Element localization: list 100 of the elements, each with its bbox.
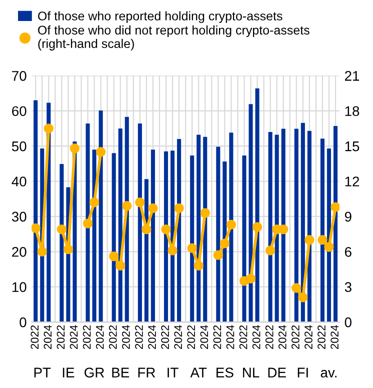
y2-tick-label: 0 — [344, 317, 352, 328]
x-tick-label: 2022 — [318, 325, 326, 349]
y-tick-label: 0 — [20, 317, 26, 328]
bar — [222, 162, 227, 322]
point — [56, 224, 67, 234]
text: BE — [112, 368, 130, 378]
y-tick-label: 20 — [12, 246, 26, 257]
bar — [333, 126, 338, 322]
bar — [268, 132, 272, 322]
text: DE — [268, 368, 286, 378]
x-tick-label: 2024 — [44, 325, 52, 349]
text: PT — [34, 368, 51, 378]
bar — [86, 124, 90, 322]
y2-tick-label: 6 — [344, 246, 352, 257]
x-tick-label: 2022 — [161, 325, 169, 349]
y-tick-label: 50 — [12, 141, 26, 152]
text: IT — [168, 368, 178, 378]
y-tick-label: 30 — [12, 212, 26, 222]
point — [292, 283, 302, 293]
bar — [320, 138, 324, 322]
bar — [164, 151, 168, 322]
bar — [34, 100, 38, 322]
point — [324, 242, 334, 252]
point — [63, 244, 74, 254]
text: av. — [320, 370, 336, 378]
y-tick-label: 70 — [12, 70, 26, 81]
bar — [60, 164, 64, 322]
text: AT — [190, 368, 207, 378]
bar — [326, 148, 332, 322]
text: IE — [62, 368, 74, 378]
x-tick-label: 2022 — [30, 325, 39, 349]
x-tick-label: 2024 — [252, 325, 260, 349]
bar — [255, 88, 260, 322]
x-tick-label: 2024 — [304, 325, 312, 349]
point — [82, 218, 93, 228]
point — [148, 203, 158, 214]
point — [330, 202, 340, 212]
point — [108, 251, 119, 262]
x-tick-label: 2024 — [96, 325, 104, 349]
text: FI — [298, 368, 308, 378]
bar — [294, 128, 298, 322]
point — [265, 246, 276, 256]
y-tick-label: 40 — [12, 176, 26, 186]
point — [252, 222, 262, 232]
y2-tick-label: 18 — [345, 106, 360, 116]
x-tick-label: 2024 — [174, 325, 182, 349]
bar — [112, 153, 116, 322]
x-tick-label: 2024 — [122, 325, 130, 349]
y2-tick-label: 21 — [344, 70, 360, 81]
point — [142, 224, 152, 234]
y-tick-label: 60 — [12, 106, 26, 116]
point — [226, 220, 236, 230]
point — [122, 201, 132, 211]
bar — [281, 128, 286, 322]
point — [278, 224, 288, 234]
text: FR — [138, 368, 156, 378]
point — [318, 235, 328, 245]
x-tick-label: 2024 — [200, 325, 208, 349]
point — [174, 203, 184, 214]
x-tick-label: 2022 — [135, 325, 143, 349]
point — [96, 147, 106, 157]
bar — [150, 150, 155, 322]
x-tick-label: 2022 — [239, 325, 248, 349]
y2-tick-label: 12 — [345, 176, 360, 186]
y2-tick-label: 9 — [344, 212, 352, 222]
point — [194, 260, 204, 271]
text: ES — [216, 368, 234, 378]
x-tick-label: 2022 — [108, 325, 117, 349]
point — [187, 243, 197, 253]
bar — [216, 146, 220, 322]
point — [135, 198, 145, 208]
point — [116, 260, 126, 271]
point — [168, 246, 178, 256]
x-tick-label: 2024 — [148, 325, 156, 349]
bar — [177, 139, 182, 322]
bar — [190, 156, 194, 322]
x-tick-label: 2024 — [330, 325, 338, 349]
bar — [138, 124, 142, 322]
legend-label: Of those who did not report holding crypto-assets (right-hand scale) — [38, 25, 310, 51]
x-tick-label: 2022 — [213, 325, 222, 349]
legend-label: Of those who reported holding crypto-assets — [38, 11, 282, 23]
bar — [242, 156, 246, 322]
point — [246, 274, 256, 284]
x-tick-label: 2022 — [82, 325, 91, 349]
y2-tick-label: 15 — [345, 142, 360, 152]
text: GR — [84, 368, 104, 378]
point — [89, 198, 100, 208]
point — [220, 238, 230, 248]
point — [70, 144, 80, 154]
y2-tick-label: 3 — [344, 282, 352, 292]
y-tick-label: 10 — [12, 282, 26, 292]
bar — [248, 104, 253, 322]
text: NL — [243, 368, 260, 378]
bar — [274, 134, 279, 322]
point — [298, 292, 308, 302]
point — [161, 224, 171, 234]
x-tick-label: 2022 — [187, 325, 196, 349]
x-tick-label: 2022 — [56, 325, 65, 349]
x-tick-label: 2024 — [226, 325, 234, 349]
point — [37, 246, 47, 257]
